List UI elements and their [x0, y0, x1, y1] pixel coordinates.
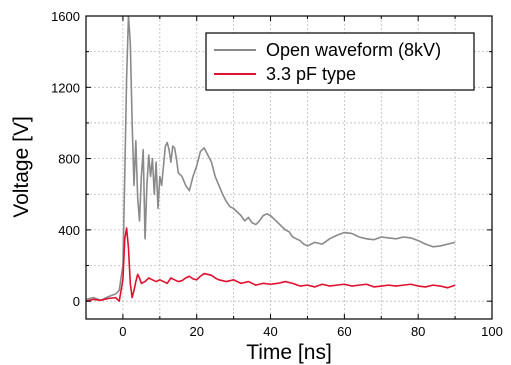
y-tick-label: 0	[73, 294, 80, 309]
series-lines	[86, 16, 456, 302]
legend-label-open-waveform: Open waveform (8kV)	[266, 40, 441, 60]
x-tick-label: 20	[189, 324, 203, 339]
x-tick-label: 40	[263, 324, 277, 339]
y-tick-label: 400	[58, 223, 80, 238]
tick-labels: 0 20 40 60 80 100 0 400 800 1200 1600	[51, 9, 503, 339]
x-tick-label: 0	[119, 324, 126, 339]
legend-label-3pf: 3.3 pF type	[266, 64, 356, 84]
x-tick-label: 60	[337, 324, 351, 339]
x-tick-label: 80	[411, 324, 425, 339]
y-axis-title: Voltage [V]	[10, 116, 33, 218]
series-line-0	[86, 16, 456, 302]
y-tick-label: 800	[58, 152, 80, 167]
legend-box	[205, 32, 475, 91]
y-tick-label: 1600	[51, 9, 80, 24]
series-line-1	[86, 227, 456, 302]
plot-frame	[85, 15, 493, 320]
x-axis-title: Time [ns]	[246, 341, 332, 364]
legend: Open waveform (8kV) 3.3 pF type	[205, 32, 475, 91]
x-tick-label: 100	[481, 324, 503, 339]
y-tick-label: 1200	[51, 80, 80, 95]
axis-ticks	[86, 15, 493, 319]
